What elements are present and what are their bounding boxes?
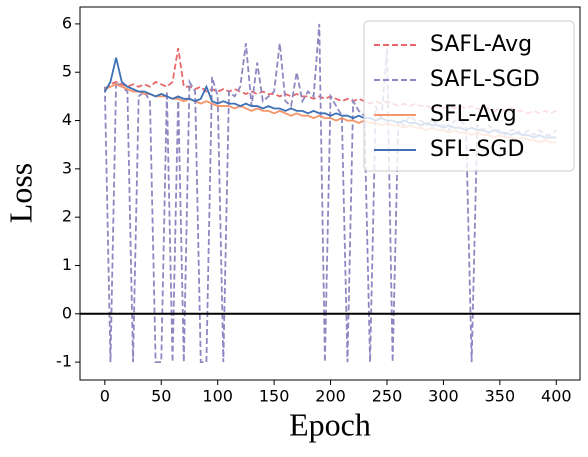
y-tick-label: 5 (62, 62, 72, 81)
y-tick-label: -1 (56, 352, 72, 371)
y-tick-label: 3 (62, 158, 72, 177)
x-axis-label: Epoch (289, 406, 371, 442)
y-tick-label: 2 (62, 207, 72, 226)
legend-box (363, 20, 575, 172)
legend-label: SAFL-Avg (430, 32, 532, 57)
y-tick-label: 1 (62, 255, 72, 274)
y-axis-label: Loss (2, 163, 38, 223)
x-tick-label: 400 (541, 387, 572, 406)
x-tick-label: 0 (100, 387, 110, 406)
x-tick-label: 200 (315, 387, 346, 406)
x-tick-label: 150 (259, 387, 290, 406)
x-tick-label: 100 (202, 387, 233, 406)
x-tick-label: 50 (151, 387, 171, 406)
y-tick-label: 6 (62, 13, 72, 32)
x-tick-label: 300 (428, 387, 459, 406)
plot-frame (79, 6, 581, 381)
x-tick-label: 250 (372, 387, 403, 406)
legend-label: SAFL-SGD (430, 67, 540, 92)
x-tick-label: 350 (485, 387, 516, 406)
legend-label: SFL-SGD (430, 137, 524, 162)
y-tick-label: 0 (62, 303, 72, 322)
y-tick-label: 4 (62, 110, 72, 129)
legend-label: SFL-Avg (430, 102, 517, 127)
